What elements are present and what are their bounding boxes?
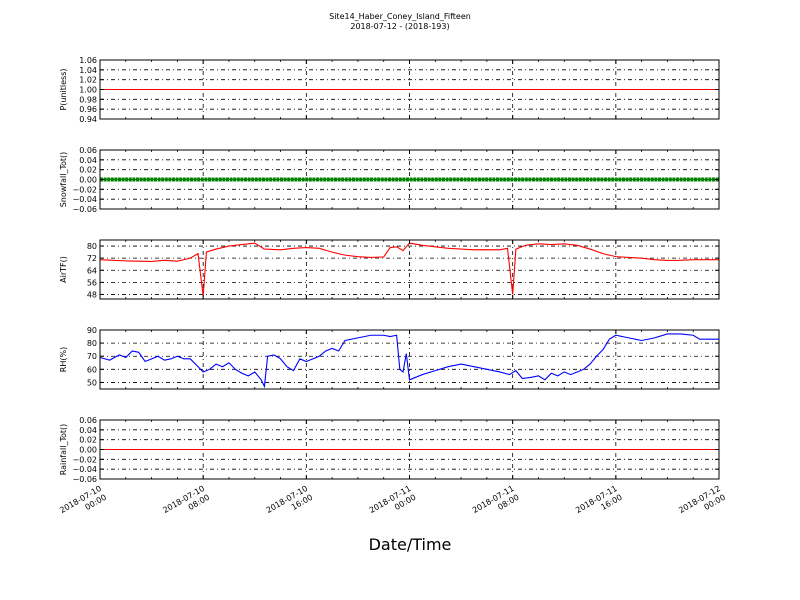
y-tick-label: −0.04	[72, 465, 97, 474]
y-tick-label: 64	[87, 266, 97, 275]
y-axis-label: P(unitless)	[59, 68, 68, 110]
y-tick-label: 80	[87, 339, 97, 348]
y-tick-label: 0.00	[79, 176, 97, 185]
y-tick-label: 80	[87, 242, 97, 251]
y-tick-label: 0.06	[79, 416, 97, 425]
y-tick-label: 0.04	[79, 156, 97, 165]
panel-rainfall: 0.060.040.020.00−0.02−0.04−0.06 Rainfall_…	[59, 416, 720, 484]
y-tick-label: 56	[87, 278, 97, 287]
y-tick-label: 60	[87, 365, 97, 374]
y-tick-label: 0.00	[79, 446, 97, 455]
y-tick-label: 1.06	[79, 56, 97, 65]
y-axis-label: Snowfall_Tot()	[59, 152, 68, 208]
figure-subtitle: 2018-07-12 - (2018-193)	[350, 22, 449, 31]
y-axis-label: Rainfall_Tot()	[59, 424, 68, 476]
y-tick-label: 72	[87, 254, 97, 263]
y-axis-label: RH(%)	[59, 347, 68, 372]
x-tick-label: 2018-07-1008:00	[161, 484, 211, 524]
y-tick-label: 0.94	[79, 115, 97, 124]
x-tick-label: 2018-07-1116:00	[574, 484, 624, 524]
panel-snowfall: 0.060.040.020.00−0.02−0.04−0.06 Snowfall_…	[59, 146, 720, 214]
y-tick-label: 0.96	[79, 105, 97, 114]
y-tick-label: −0.06	[72, 475, 97, 484]
y-tick-label: 0.06	[79, 146, 97, 155]
panel-airtf: 80 72 64 56 48 AirTF()	[59, 239, 720, 300]
y-tick-label: −0.02	[72, 185, 97, 194]
x-tick-label: 2018-07-1000:00	[58, 484, 108, 524]
y-tick-label: 48	[87, 290, 97, 299]
y-tick-label: −0.06	[72, 205, 97, 214]
x-axis: 2018-07-1000:00 2018-07-1008:00 2018-07-10…	[58, 484, 727, 524]
y-tick-label: 90	[87, 326, 97, 335]
x-tick-label: 2018-07-1108:00	[471, 484, 521, 524]
x-tick-label: 2018-07-1200:00	[677, 484, 727, 524]
x-tick-label: 2018-07-1100:00	[368, 484, 418, 524]
y-tick-label: −0.04	[72, 195, 97, 204]
panel-p: 1.061.041.021.000.980.960.94 P(unitless)	[59, 56, 720, 124]
y-tick-label: 0.02	[79, 436, 97, 445]
figure-title: Site14_Haber_Coney_Island_Fifteen	[329, 12, 471, 21]
y-tick-label: 1.02	[79, 76, 97, 85]
x-tick-label: 2018-07-1016:00	[265, 484, 315, 524]
y-tick-label: 0.04	[79, 426, 97, 435]
y-axis-label: AirTF()	[59, 256, 68, 283]
y-tick-label: 70	[87, 352, 97, 361]
y-tick-label: 1.00	[79, 86, 97, 95]
y-tick-label: −0.02	[72, 455, 97, 464]
y-tick-label: 0.98	[79, 95, 97, 104]
series-line-rh	[99, 333, 719, 389]
panels: 1.061.041.021.000.980.960.94 P(unitless) 0…	[59, 56, 720, 484]
y-tick-label: 0.02	[79, 166, 97, 175]
y-tick-label: 1.04	[79, 66, 97, 75]
y-tick-label: 50	[87, 378, 97, 387]
x-axis-title: Date/Time	[369, 535, 452, 554]
panel-rh: 90 80 70 60 50 RH(%)	[59, 326, 720, 390]
